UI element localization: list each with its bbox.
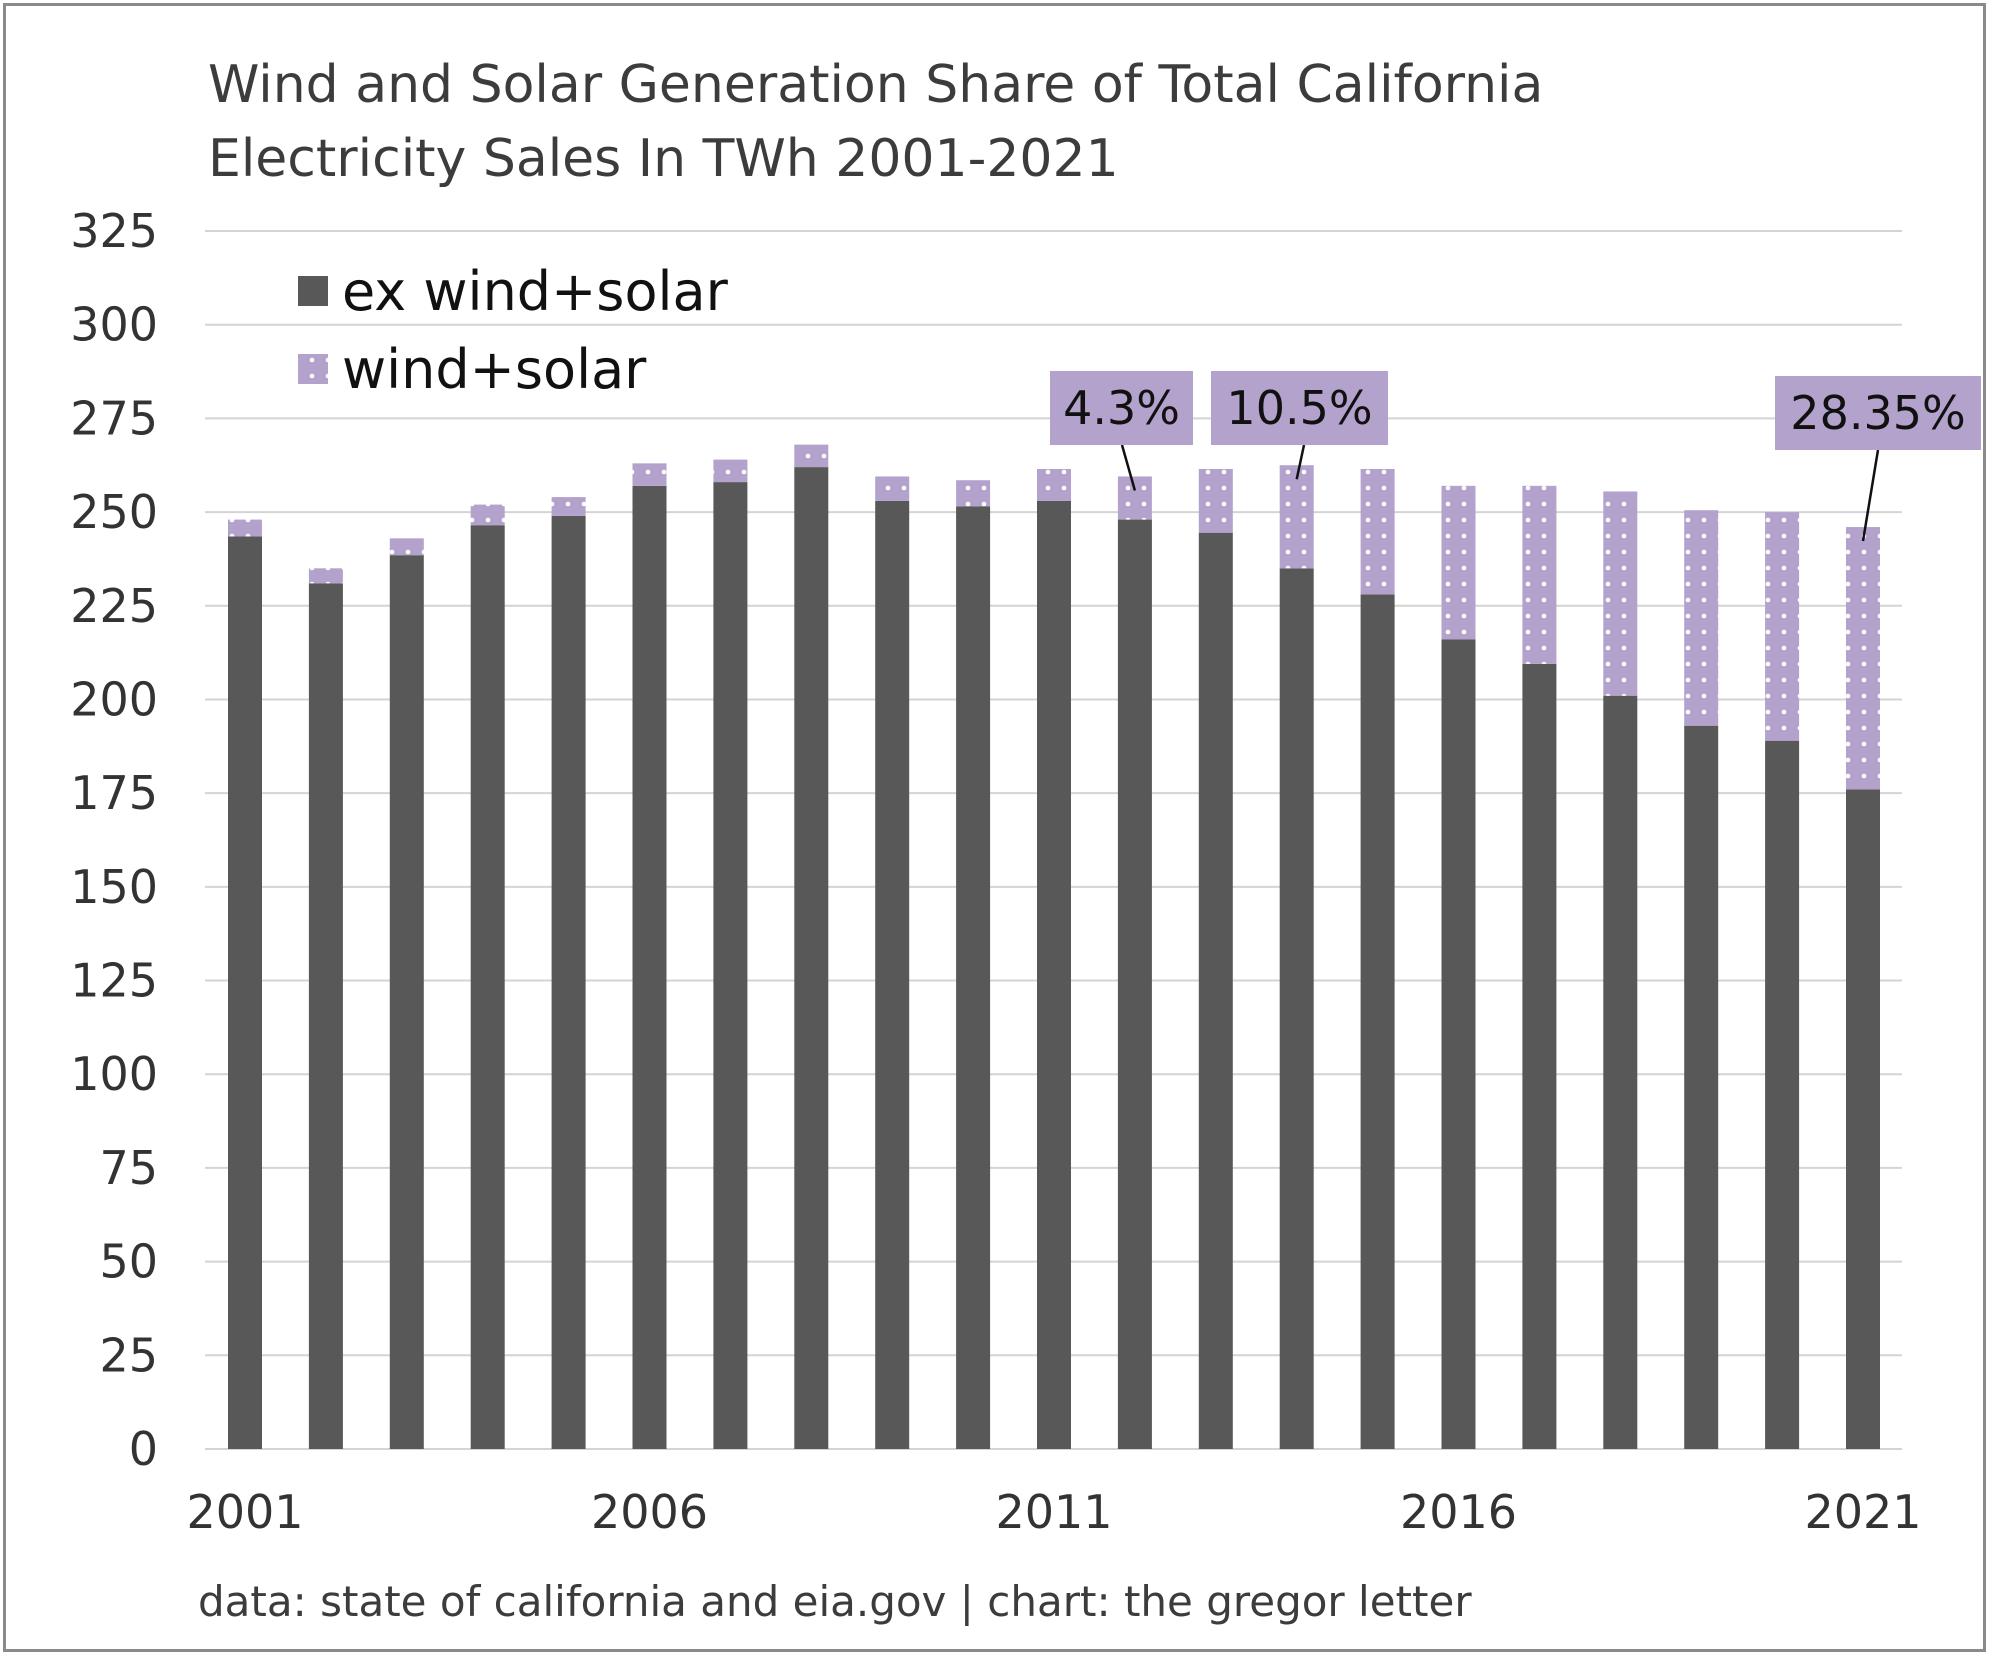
bar-ex-wind-solar-2004 bbox=[470, 525, 505, 1449]
bar-ex-wind-solar-2021 bbox=[1846, 789, 1880, 1449]
annotation-label-2012: 4.3% bbox=[1063, 381, 1180, 435]
bar-wind-solar-2013 bbox=[1198, 468, 1233, 533]
annotation-leader-2014 bbox=[1295, 444, 1306, 480]
bar-wind-solar-2008 bbox=[794, 444, 829, 468]
annotation-label-2021: 28.35% bbox=[1790, 386, 1965, 440]
bar-ex-wind-solar-2020 bbox=[1765, 740, 1800, 1449]
bar-wind-solar-2005 bbox=[551, 497, 586, 516]
annotation-box-2012 bbox=[1050, 371, 1193, 445]
bar-wind-solar-2012 bbox=[1117, 476, 1152, 520]
legend-label-ex-wind-solar: ex wind+solar bbox=[342, 260, 729, 323]
y-tick-label-275: 275 bbox=[70, 391, 158, 445]
bar-ex-wind-solar-2012 bbox=[1117, 519, 1152, 1449]
bar-ex-wind-solar-2013 bbox=[1198, 532, 1233, 1449]
annotation-label-2014: 10.5% bbox=[1226, 381, 1372, 435]
y-tick-label-250: 250 bbox=[70, 485, 158, 539]
x-tick-label-2006: 2006 bbox=[591, 1485, 708, 1539]
y-tick-label-200: 200 bbox=[70, 672, 158, 726]
bar-ex-wind-solar-2008 bbox=[794, 467, 829, 1449]
bar-wind-solar-2010 bbox=[956, 480, 991, 507]
source-note: data: state of california and eia.gov | … bbox=[198, 1577, 1472, 1626]
bar-wind-solar-2017 bbox=[1522, 485, 1557, 664]
bar-wind-solar-2006 bbox=[632, 463, 667, 486]
y-tick-label-300: 300 bbox=[70, 298, 158, 352]
bar-wind-solar-2001 bbox=[228, 519, 262, 537]
bar-wind-solar-2015 bbox=[1360, 468, 1395, 595]
legend-swatch-ex-wind-solar bbox=[298, 276, 328, 306]
x-tick-label-2021: 2021 bbox=[1804, 1485, 1921, 1539]
bar-wind-solar-2014 bbox=[1279, 465, 1314, 569]
bar-ex-wind-solar-2007 bbox=[713, 482, 748, 1449]
y-tick-label-25: 25 bbox=[99, 1328, 158, 1382]
bar-ex-wind-solar-2014 bbox=[1279, 568, 1314, 1449]
bar-ex-wind-solar-2019 bbox=[1684, 725, 1719, 1449]
bars bbox=[228, 444, 1880, 1449]
x-tick-label-2016: 2016 bbox=[1400, 1485, 1517, 1539]
x-tick-label-2011: 2011 bbox=[995, 1485, 1112, 1539]
bar-ex-wind-solar-2009 bbox=[875, 500, 910, 1449]
bar-wind-solar-2004 bbox=[470, 504, 505, 526]
bar-ex-wind-solar-2001 bbox=[228, 536, 262, 1449]
y-tick-label-175: 175 bbox=[70, 766, 158, 820]
bar-wind-solar-2019 bbox=[1684, 510, 1719, 726]
annotation-leader-2021 bbox=[1861, 449, 1880, 542]
y-tick-label-150: 150 bbox=[70, 860, 158, 914]
legend: ex wind+solar wind+solar bbox=[298, 260, 729, 401]
bar-wind-solar-2009 bbox=[875, 476, 910, 501]
y-tick-label-100: 100 bbox=[70, 1047, 158, 1101]
bar-ex-wind-solar-2002 bbox=[308, 583, 343, 1449]
bar-ex-wind-solar-2016 bbox=[1441, 639, 1476, 1449]
bar-ex-wind-solar-2015 bbox=[1360, 594, 1395, 1449]
annotations: 4.3% 10.5% 28.35% bbox=[1050, 371, 1981, 542]
y-tick-label-325: 325 bbox=[70, 204, 158, 258]
chart-title-line-1: Wind and Solar Generation Share of Total… bbox=[208, 55, 1543, 115]
bar-wind-solar-2016 bbox=[1441, 485, 1476, 640]
bar-ex-wind-solar-2005 bbox=[551, 515, 586, 1449]
bar-ex-wind-solar-2011 bbox=[1037, 500, 1071, 1449]
chart-title-line-2: Electricity Sales In TWh 2001-2021 bbox=[208, 129, 1119, 189]
bar-wind-solar-2018 bbox=[1603, 491, 1638, 696]
chart-title: Wind and Solar Generation Share of Total… bbox=[208, 55, 1543, 189]
bar-ex-wind-solar-2006 bbox=[632, 485, 667, 1449]
annotation-box-2021 bbox=[1775, 376, 1981, 450]
x-axis-tick-labels: 2001 2006 2011 2016 2021 bbox=[186, 1485, 1921, 1539]
annotation-box-2014 bbox=[1211, 371, 1388, 445]
bar-ex-wind-solar-2018 bbox=[1603, 695, 1638, 1449]
y-tick-label-0: 0 bbox=[129, 1422, 158, 1476]
annotation-leader-2012 bbox=[1120, 444, 1137, 491]
bar-ex-wind-solar-2010 bbox=[956, 506, 991, 1449]
bar-wind-solar-2011 bbox=[1037, 468, 1071, 501]
bar-wind-solar-2021 bbox=[1846, 527, 1880, 790]
x-tick-label-2001: 2001 bbox=[186, 1485, 303, 1539]
bar-wind-solar-2003 bbox=[389, 538, 424, 556]
bar-wind-solar-2002 bbox=[308, 568, 343, 584]
y-tick-label-225: 225 bbox=[70, 579, 158, 633]
bar-ex-wind-solar-2003 bbox=[389, 555, 424, 1449]
y-tick-label-75: 75 bbox=[99, 1141, 158, 1195]
legend-label-wind-solar: wind+solar bbox=[342, 338, 647, 401]
y-axis-tick-labels: 0 25 50 75 100 125 150 175 200 225 250 275 300 325 bbox=[70, 204, 158, 1476]
y-tick-label-125: 125 bbox=[70, 954, 158, 1008]
bar-ex-wind-solar-2017 bbox=[1522, 663, 1557, 1449]
legend-swatch-wind-solar bbox=[298, 354, 328, 384]
bar-wind-solar-2020 bbox=[1765, 512, 1800, 741]
y-tick-label-50: 50 bbox=[99, 1235, 158, 1289]
bar-wind-solar-2007 bbox=[713, 459, 748, 483]
